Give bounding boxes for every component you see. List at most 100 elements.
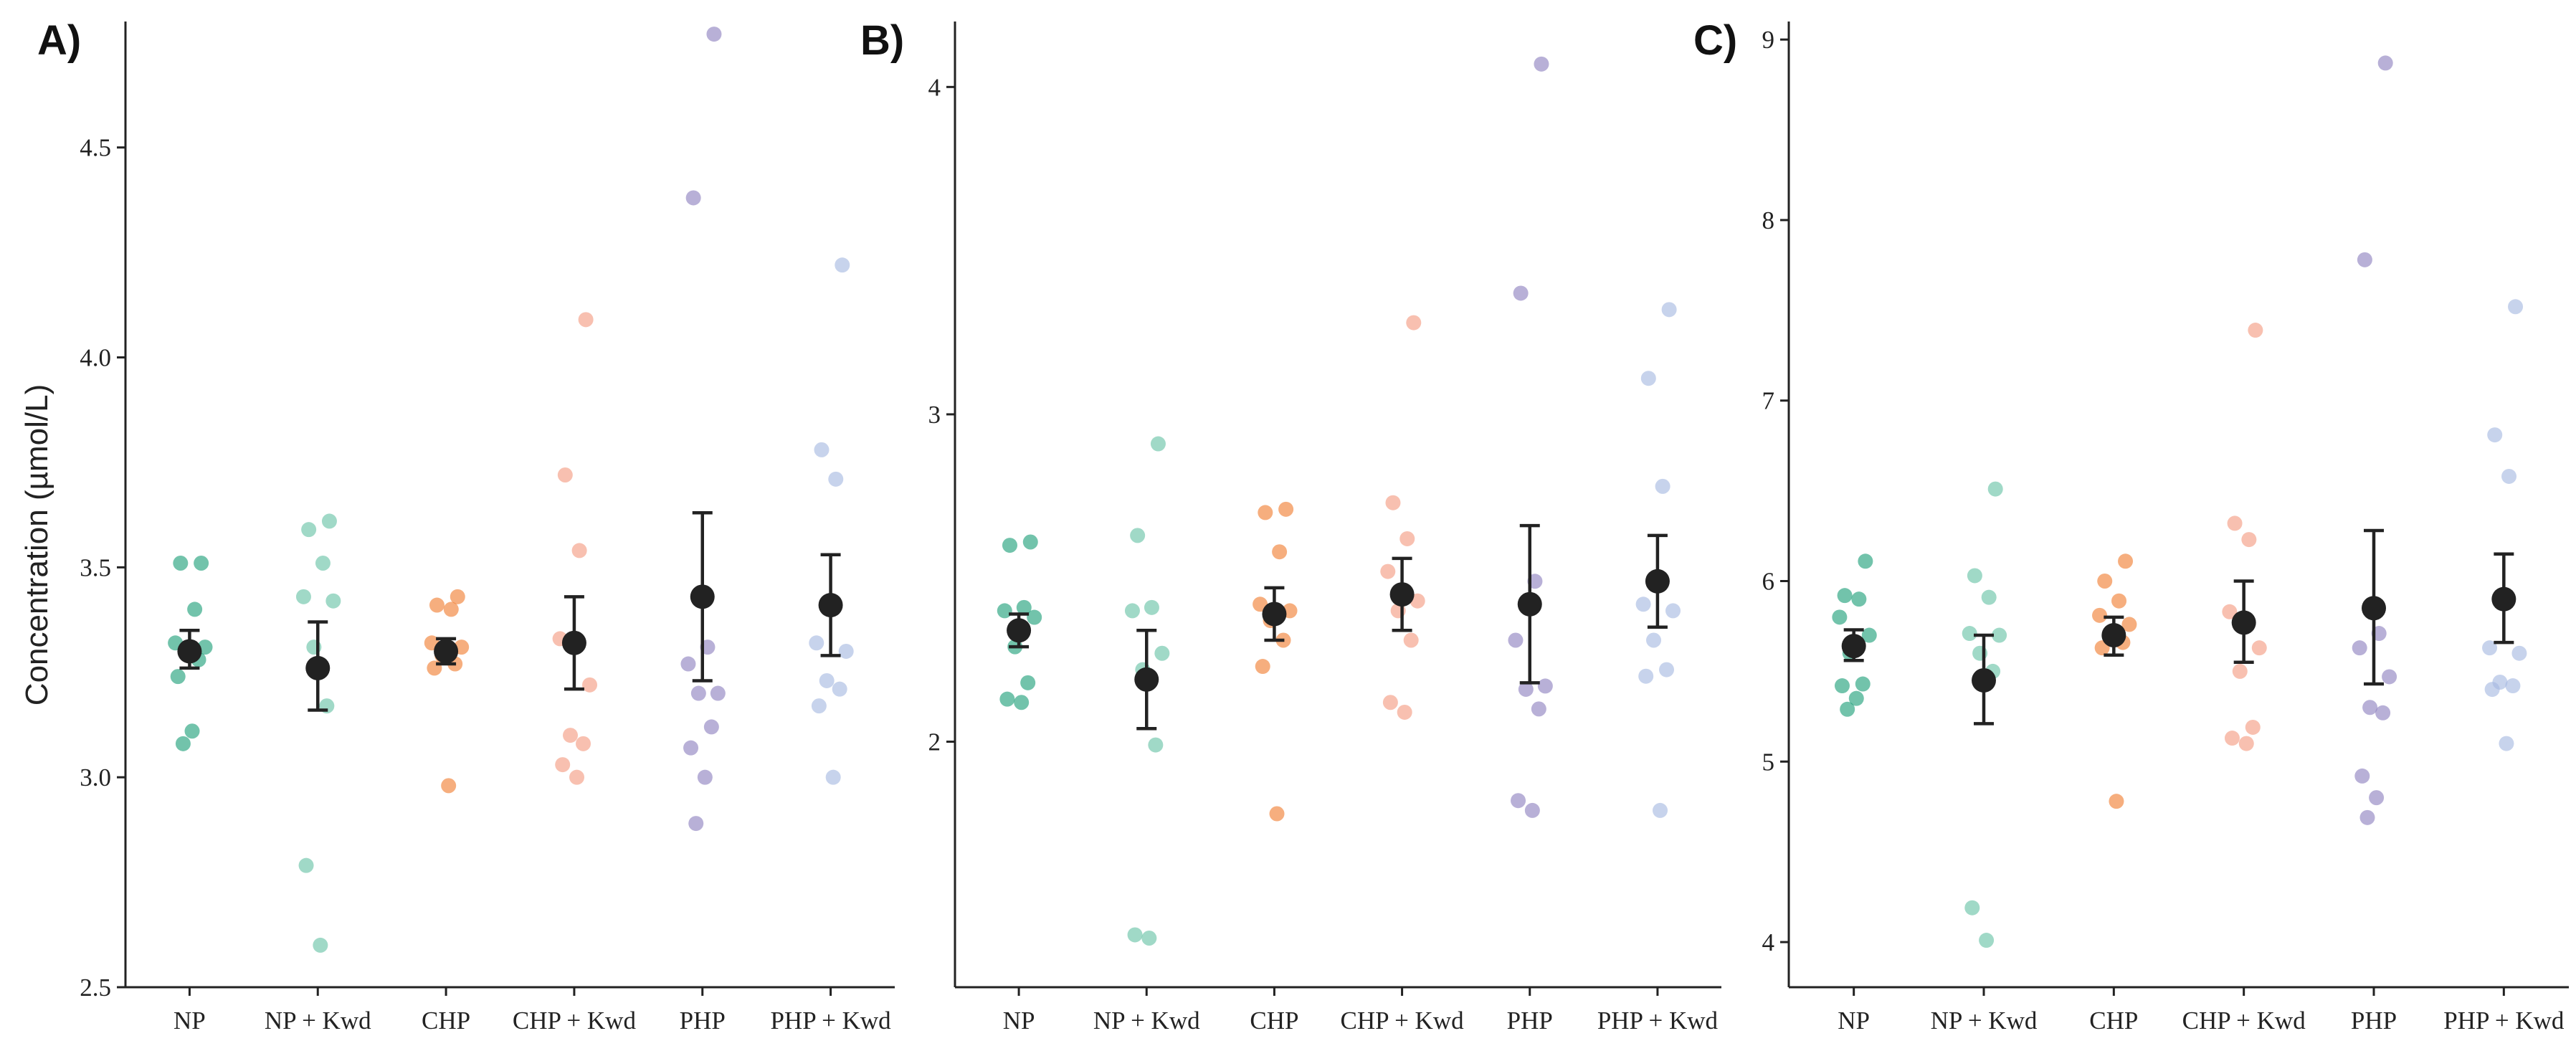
data-point <box>2111 593 2127 609</box>
mean-point <box>1517 591 1542 617</box>
data-point <box>825 769 841 785</box>
data-point <box>194 555 209 571</box>
data-point <box>569 769 585 785</box>
data-point <box>819 672 835 688</box>
data-point <box>809 635 824 651</box>
data-point <box>1524 802 1540 818</box>
data-point <box>1531 701 1546 717</box>
y-tick-label: 4 <box>1762 928 1775 956</box>
data-point <box>1399 531 1415 546</box>
data-point <box>1272 544 1288 560</box>
data-point <box>443 602 459 617</box>
data-point <box>2241 532 2257 548</box>
data-point <box>175 736 191 751</box>
data-point <box>690 685 706 701</box>
data-point <box>2369 790 2385 806</box>
data-point <box>315 555 331 571</box>
data-point <box>697 769 713 785</box>
data-point <box>2501 468 2517 484</box>
data-point <box>706 27 722 42</box>
data-point <box>321 513 337 529</box>
data-point <box>298 857 314 873</box>
data-point <box>1141 931 1157 946</box>
data-point <box>1635 596 1651 612</box>
data-point <box>2382 669 2397 685</box>
data-point <box>1406 315 1422 331</box>
data-point <box>2487 427 2503 443</box>
data-point <box>1655 478 1670 494</box>
data-point <box>2092 607 2108 623</box>
data-point <box>1962 626 1977 642</box>
data-point <box>1665 603 1681 619</box>
data-point <box>1124 603 1140 619</box>
y-tick-label: 8 <box>1762 206 1775 234</box>
data-point <box>685 190 701 206</box>
data-point <box>1537 678 1553 694</box>
data-point <box>1513 285 1529 301</box>
data-point <box>2499 736 2514 751</box>
x-tick-label: NP + Kwd <box>1093 1007 1200 1035</box>
data-point <box>1851 591 1867 607</box>
data-point <box>441 778 457 794</box>
data-point <box>2362 700 2378 715</box>
data-point <box>1858 553 1873 569</box>
data-point <box>1269 806 1285 822</box>
data-point <box>1861 627 1877 643</box>
y-tick-label: 7 <box>1762 387 1775 415</box>
panel-3: C) 4 5 6 7 8 9 NP NP + Kwd CHP CHP + Kwd PHP PHP + K… <box>1693 17 2569 1035</box>
y-tick-label: 3.0 <box>80 764 111 791</box>
data-point <box>703 719 719 735</box>
data-point <box>1981 589 1997 605</box>
data-point <box>832 681 847 697</box>
mean-point <box>2491 586 2516 612</box>
x-tick-label: CHP + Kwd <box>513 1007 637 1035</box>
data-point <box>1964 900 1980 916</box>
data-point <box>1653 802 1668 818</box>
data-point <box>1016 599 1032 615</box>
x-tick-label: NP <box>1003 1007 1035 1035</box>
data-point <box>1511 793 1526 809</box>
data-point <box>2508 299 2524 315</box>
data-point <box>835 257 850 273</box>
data-point <box>838 643 854 659</box>
data-point <box>1014 695 1030 710</box>
mean-point <box>1841 634 1866 659</box>
data-point <box>578 312 594 328</box>
data-point <box>2224 731 2240 746</box>
data-point <box>1255 659 1270 675</box>
data-point <box>2505 678 2521 694</box>
data-point <box>688 816 704 832</box>
data-point <box>2484 682 2500 698</box>
x-tick-label: PHP <box>1507 1007 1553 1035</box>
data-point <box>1534 56 1549 72</box>
panel-2: B) 2 3 4 NP NP + Kwd CHP CHP + Kwd PHP PHP + Kwd <box>860 17 1721 1035</box>
x-tick-label: PHP + Kwd <box>2443 1007 2565 1035</box>
data-point <box>997 603 1012 619</box>
panel-label: B) <box>860 17 904 64</box>
mean-point <box>434 639 459 664</box>
data-point <box>555 757 571 773</box>
data-point <box>2352 640 2367 656</box>
data-point <box>295 589 311 604</box>
data-point <box>2357 252 2372 267</box>
data-point <box>1638 668 1654 684</box>
data-point <box>1832 609 1848 625</box>
data-point <box>1403 632 1419 648</box>
data-point <box>301 522 317 538</box>
mean-point <box>690 584 715 609</box>
mean-point <box>2231 610 2256 635</box>
data-point <box>1130 528 1146 543</box>
data-point <box>1855 676 1871 692</box>
data-point <box>173 555 189 571</box>
data-point <box>325 593 341 609</box>
data-point <box>2377 55 2393 71</box>
data-point <box>2238 736 2254 751</box>
data-point <box>1022 534 1038 550</box>
data-point <box>1837 588 1853 604</box>
x-tick-label: NP <box>1838 1007 1870 1035</box>
x-tick-label: CHP + Kwd <box>2182 1007 2306 1035</box>
data-point <box>2222 604 2238 619</box>
data-point <box>1979 933 1995 948</box>
data-point <box>2097 574 2113 589</box>
